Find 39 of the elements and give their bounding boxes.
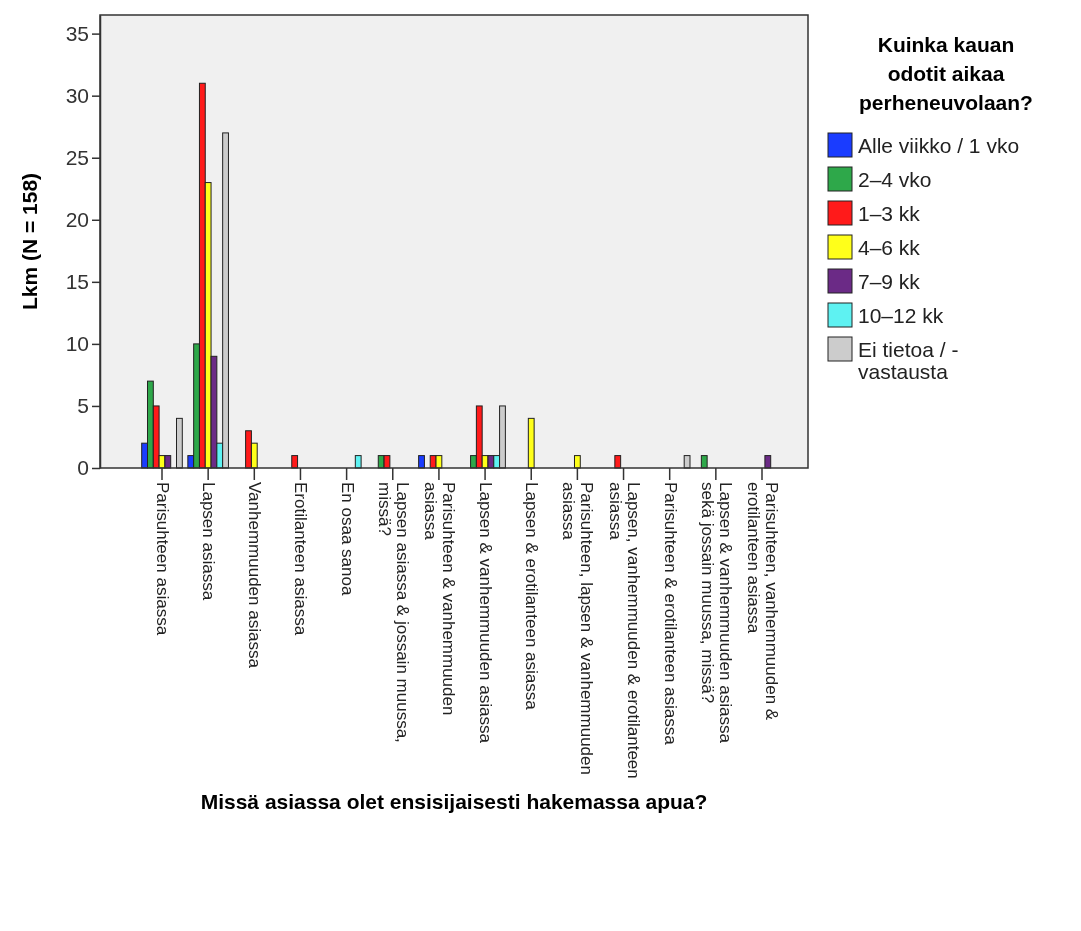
y-tick-label: 5 [77,394,89,418]
legend-label: Alle viikko / 1 vko [858,134,1020,157]
legend-label: Ei tietoa / - vastausta [858,338,959,383]
y-tick-label: 15 [65,270,89,294]
legend-label: 1–3 kk [858,202,921,225]
x-tick-label: Parisuhteen asiassa [153,482,172,636]
y-tick-label: 10 [65,332,89,356]
x-tick-label: Lapsen & erotilanteen asiassa [522,482,542,711]
y-axis-title: Lkm (N = 158) [18,172,41,311]
legend-label: 7–9 kk [858,270,921,293]
x-tick-label: Vanhemmuuden asiassa [245,482,265,669]
bar [354,455,362,469]
y-tick-label: 35 [65,21,89,45]
bar [527,417,535,469]
x-tick-label: Lapsen asiassa [199,482,219,601]
legend-label: 10–12 kk [858,304,944,327]
bar [176,417,183,469]
bar [764,455,772,469]
bar [291,455,299,469]
bar [700,455,708,469]
bar [614,455,622,469]
legend-label: 2–4 vko [858,168,932,191]
x-tick-label: Lapsen & vanhemmuuden asiassa sekä jossain muussa, missä? [697,482,735,744]
legend-label: 4–6 kk [858,236,921,259]
x-tick-label: Parisuhteen, lapsen & vanhemmuuden asiassa [559,482,597,775]
bar [683,455,691,469]
x-tick-label: Lapsen & vanhemmuuden asiassa [476,482,496,744]
y-tick-label: 0 [77,456,89,480]
x-axis-title: Missä asiassa olet ensisijaisesti hakemassa apua? [200,789,708,813]
x-tick-label: Erotilanteen asiassa [291,482,311,636]
x-tick-label: Lapsen asiassa & jossain muussa, missä? [374,482,412,743]
x-tick-label: En osaa sanoa [337,482,357,596]
bar [418,455,425,469]
x-tick-label: Parisuhteen & erotilanteen asiassa [660,482,680,746]
bar [573,455,581,469]
y-tick-label: 30 [65,83,89,107]
y-tick-label: 25 [65,145,89,169]
legend-title: Kuinka kauan odotit aikaa perheneuvolaan? [859,33,1033,114]
y-tick-label: 20 [65,208,89,231]
